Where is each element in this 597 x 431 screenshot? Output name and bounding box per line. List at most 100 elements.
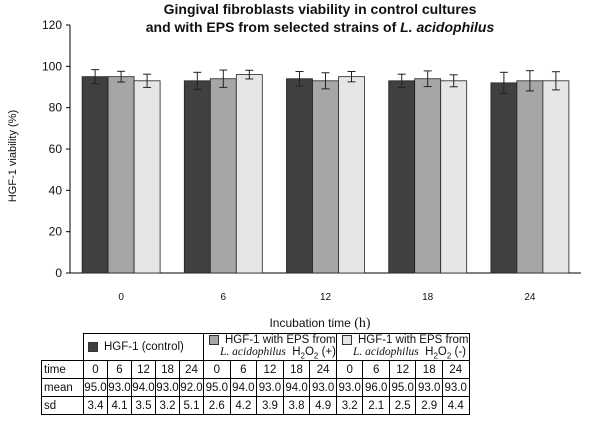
table-cell: 5.1 [179, 396, 204, 416]
table-cell: 24 [441, 360, 470, 380]
table-cell: 3.2 [335, 396, 364, 416]
table-cell: 93.0 [155, 378, 180, 398]
bar [235, 74, 263, 274]
legend-eps-plus-h2o2: H2O2 (+) [292, 346, 336, 361]
table-cell: 18 [415, 360, 443, 380]
legend-eps-minus-species: L. acidophilus [352, 346, 419, 358]
x-tick-label: 0 [118, 292, 124, 303]
x-axis-label-unit: (h) [354, 316, 371, 331]
table-cell: 2.5 [388, 396, 417, 416]
table-cell: 4.2 [229, 396, 258, 416]
table-cell: 24 [179, 360, 204, 380]
legend-eps-plus: HGF-1 with EPS from L. acidophilus H2O2 … [203, 332, 337, 362]
y-tick-label: 120 [42, 18, 62, 32]
table-corner [41, 333, 84, 362]
table-cell: 95.0 [203, 378, 231, 398]
table-cell: 93.0 [107, 378, 132, 398]
bar [81, 76, 109, 274]
legend-eps-minus: HGF-1 with EPS from L. acidophilus H2O2 … [335, 332, 470, 362]
chart-title-line2-prefix: and with EPS from selected strains of [145, 19, 401, 35]
table-cell: 12 [388, 360, 417, 380]
table-cell: 93.0 [441, 378, 470, 398]
bar [183, 80, 211, 274]
y-axis-label: HGF-1 viability (%) [7, 109, 19, 203]
bar [209, 78, 237, 274]
bar [388, 80, 416, 274]
legend-eps-plus-species: L. acidophilus [220, 346, 286, 358]
x-tick-label: 12 [320, 292, 332, 303]
table-cell: 3.5 [131, 396, 156, 416]
table-cell: 4.1 [107, 396, 132, 416]
bar [286, 78, 313, 274]
bar-chart: 0 20 40 60 80 100 120 0 6 12 18 24 [42, 18, 581, 303]
table-cell: 4.4 [441, 396, 470, 416]
chart-title-line2-italic: L. acidophilus [400, 19, 495, 35]
table-cell: 24 [309, 360, 337, 380]
table-cell: 94.0 [131, 378, 156, 398]
table-row-label: sd [41, 396, 84, 416]
table-cell: 4.9 [309, 396, 337, 416]
table-cell: 12 [256, 360, 284, 380]
legend-eps-minus-h2o2: H2O2 (-) [425, 346, 467, 361]
table-cell: 93.0 [309, 378, 337, 398]
table-cell: 3.4 [83, 396, 108, 416]
table-cell: 0 [83, 360, 108, 380]
table-cell: 0 [203, 360, 231, 380]
table-cell: 95.0 [83, 378, 108, 398]
table-cell: 6 [362, 360, 390, 380]
legend-control-label: HGF-1 (control) [104, 341, 184, 354]
chart-title: Gingival fibroblasts viability in contro… [60, 0, 580, 36]
bar [312, 80, 339, 274]
table-cell: 18 [282, 360, 311, 380]
table-cell: 3.9 [256, 396, 284, 416]
legend-eps-minus-line1: HGF-1 with EPS from [357, 334, 469, 346]
table-legend-row: HGF-1 (control) HGF-1 with EPS from L. a… [41, 332, 470, 362]
y-tick-label: 40 [49, 183, 63, 197]
table-cell: 92.0 [179, 378, 204, 398]
y-tick-label: 20 [49, 225, 63, 239]
table-cell: 6 [107, 360, 132, 380]
y-tick-label: 80 [49, 101, 63, 115]
table-row-label: mean [41, 378, 84, 398]
x-tick-label: 6 [221, 292, 227, 303]
table-cell: 96.0 [362, 378, 390, 398]
table-cell: 12 [131, 360, 156, 380]
table-cell: 2.6 [203, 396, 231, 416]
legend-swatch-eps-minus [341, 334, 352, 345]
y-tick-label: 0 [55, 266, 62, 280]
chart-title-line2: and with EPS from selected strains of L.… [60, 18, 580, 36]
table-row-time: time 0 6 12 18 24 0 6 12 18 24 0 6 12 18 24 [41, 360, 470, 380]
bar [133, 80, 161, 274]
y-tick-label: 60 [49, 142, 63, 156]
table-cell: 3.8 [282, 396, 311, 416]
table-cell: 3.2 [155, 396, 180, 416]
table-cell: 93.0 [335, 378, 364, 398]
y-tick-label: 100 [42, 59, 62, 73]
table-body: time 0 6 12 18 24 0 6 12 18 24 0 6 12 18 24 mean 95.0 93.0… [41, 360, 470, 416]
table-cell: 95.0 [388, 378, 417, 398]
bar [338, 76, 365, 274]
bar [490, 82, 518, 274]
data-table: HGF-1 (control) HGF-1 with EPS from L. a… [41, 332, 470, 416]
table-cell: 93.0 [256, 378, 284, 398]
x-axis-label-text: Incubation time [269, 316, 351, 330]
bar [542, 80, 570, 274]
x-tick-label: 18 [422, 292, 434, 303]
chart-title-line1: Gingival fibroblasts viability in contro… [163, 1, 477, 17]
bar [516, 80, 544, 274]
bar [107, 76, 135, 274]
x-tick-label: 24 [524, 292, 536, 303]
table-row-sd: sd 3.4 4.1 3.5 3.2 5.1 2.6 4.2 3.9 3.8 4.9 3.2 2.1 2.… [41, 396, 470, 416]
table-cell: 2.9 [415, 396, 443, 416]
legend-swatch-eps-plus [209, 334, 219, 345]
table-cell: 18 [155, 360, 180, 380]
table-cell: 94.0 [229, 378, 258, 398]
table-row-mean: mean 95.0 93.0 94.0 93.0 92.0 95.0 94.0 93.0 94.0… [41, 378, 470, 398]
table-row-label: time [41, 360, 84, 380]
legend-eps-plus-line1: HGF-1 with EPS from [225, 334, 336, 346]
bar [440, 80, 468, 274]
table-cell: 0 [335, 360, 364, 380]
legend-swatch-control [88, 342, 98, 353]
bar [414, 78, 442, 274]
table-cell: 6 [229, 360, 258, 380]
